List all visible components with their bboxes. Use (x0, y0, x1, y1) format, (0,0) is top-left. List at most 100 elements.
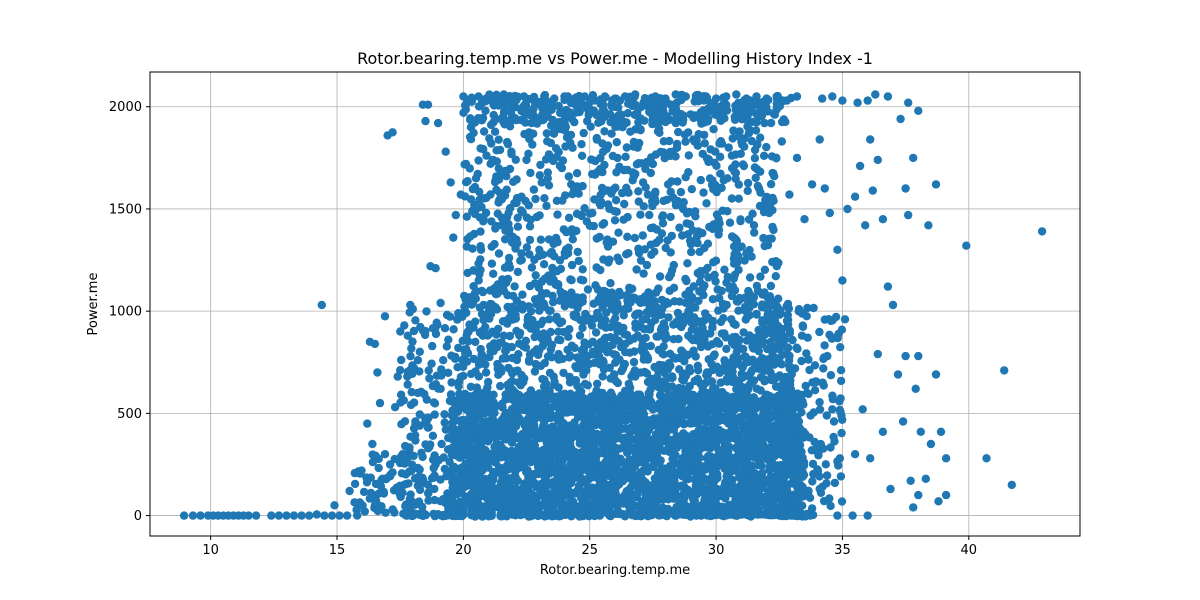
data-point (585, 221, 595, 230)
data-point (411, 316, 420, 325)
data-point (179, 511, 189, 520)
data-point (568, 190, 577, 199)
data-point (702, 154, 712, 163)
data-point (666, 212, 675, 222)
data-point (538, 250, 548, 259)
data-point (683, 259, 692, 268)
data-point (564, 407, 574, 417)
data-point (730, 167, 739, 176)
data-point (505, 331, 515, 341)
data-point (494, 370, 503, 379)
data-point (699, 328, 709, 337)
data-point (749, 293, 759, 302)
data-point (618, 188, 627, 198)
data-point (508, 302, 517, 311)
data-point (843, 204, 852, 214)
data-point (643, 398, 652, 407)
data-point (909, 153, 918, 163)
data-point (685, 286, 694, 295)
data-point (732, 90, 741, 99)
data-point (439, 356, 448, 365)
data-point (580, 338, 589, 347)
data-point (596, 164, 605, 174)
data-point (632, 471, 641, 480)
data-point (526, 386, 536, 395)
data-point (396, 492, 405, 502)
data-point (612, 138, 621, 147)
data-point (502, 392, 512, 401)
data-point (461, 105, 470, 114)
data-point (342, 511, 352, 520)
data-point (560, 251, 570, 260)
data-point (737, 242, 746, 251)
data-point (497, 399, 507, 409)
data-point (371, 451, 380, 460)
data-point (557, 290, 566, 299)
data-point (355, 469, 365, 478)
data-point (731, 498, 740, 507)
data-point (768, 257, 777, 267)
data-point (669, 425, 679, 434)
data-point (620, 330, 629, 339)
data-point (575, 439, 584, 448)
data-point (807, 180, 817, 189)
data-point (350, 479, 360, 489)
data-point (749, 478, 758, 487)
data-point (766, 118, 776, 128)
data-point (622, 442, 632, 451)
data-point (709, 125, 718, 134)
data-point (724, 442, 733, 451)
data-point (568, 235, 577, 244)
data-point (654, 124, 664, 133)
data-point (828, 405, 837, 414)
data-point (564, 213, 574, 222)
data-point (542, 129, 551, 138)
data-point (368, 439, 377, 449)
data-point (690, 137, 699, 146)
data-point (403, 331, 412, 340)
data-point (593, 379, 602, 388)
data-point (526, 458, 535, 467)
data-point (606, 323, 615, 332)
data-point (664, 299, 673, 308)
data-point (518, 208, 527, 217)
data-point (466, 195, 476, 204)
data-point (528, 140, 537, 149)
data-point (690, 97, 699, 106)
data-point (619, 311, 628, 320)
data-point (610, 417, 619, 426)
data-point (610, 216, 620, 225)
data-point (712, 362, 722, 371)
data-point (570, 418, 579, 427)
data-point (491, 176, 500, 185)
data-point (546, 277, 555, 286)
data-point (743, 178, 753, 188)
data-point (659, 342, 668, 351)
data-point (455, 497, 465, 506)
data-point (640, 298, 650, 307)
data-point (448, 429, 457, 438)
data-point (732, 456, 741, 466)
data-point (525, 350, 535, 359)
data-point (517, 249, 526, 258)
data-point (672, 432, 681, 441)
data-point (679, 429, 688, 438)
data-point (702, 418, 711, 427)
data-point (601, 93, 610, 102)
data-point (335, 511, 344, 520)
data-point (425, 442, 434, 452)
data-point (460, 302, 469, 311)
data-point (487, 242, 496, 251)
data-point (606, 279, 615, 288)
data-point (659, 148, 668, 157)
data-point (666, 187, 675, 197)
data-point (469, 266, 478, 275)
data-point (744, 465, 754, 475)
data-point (564, 172, 573, 181)
data-point (671, 451, 680, 460)
data-point (747, 442, 756, 452)
data-point (588, 169, 597, 179)
data-point (422, 307, 431, 316)
data-point (590, 443, 599, 453)
